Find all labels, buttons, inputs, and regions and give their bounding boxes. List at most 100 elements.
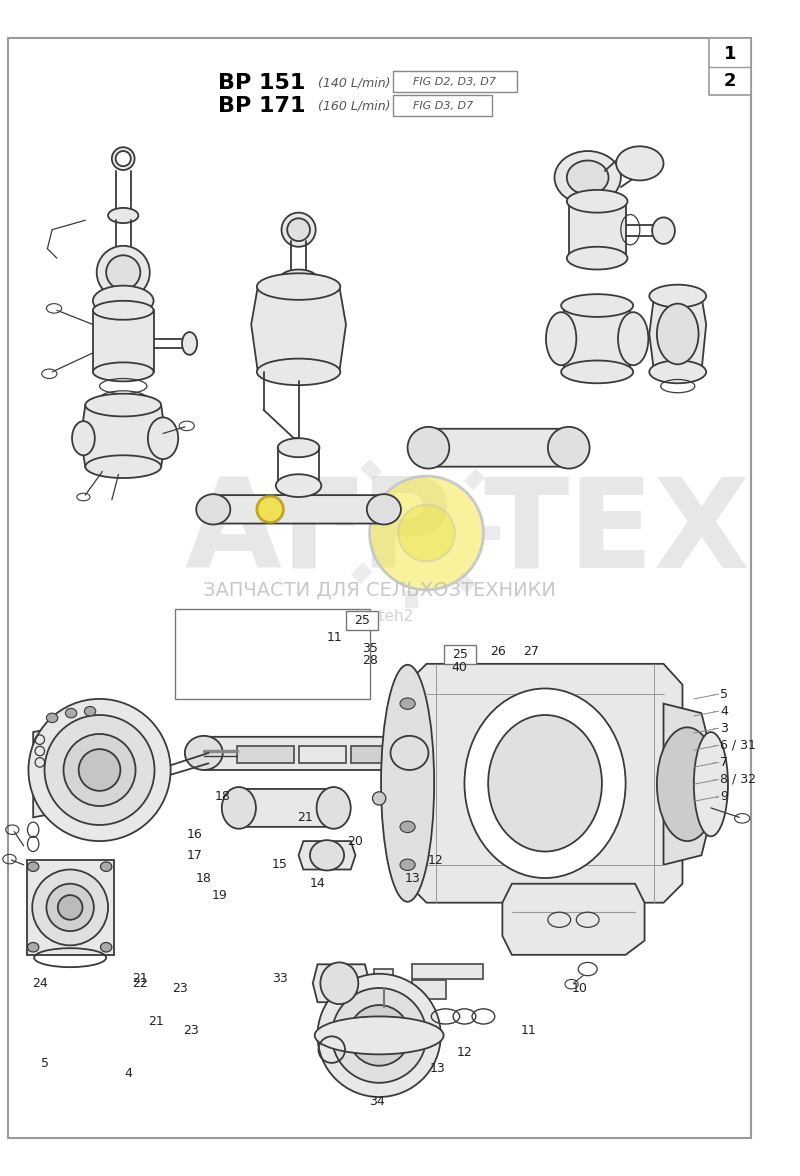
Text: 16: 16 <box>186 828 202 841</box>
Bar <box>337 513 354 527</box>
Text: 15: 15 <box>272 858 287 871</box>
Ellipse shape <box>148 417 178 459</box>
Text: 12: 12 <box>457 1045 472 1058</box>
Ellipse shape <box>84 707 96 716</box>
Ellipse shape <box>46 713 58 722</box>
Text: 25: 25 <box>452 648 468 661</box>
Text: 18: 18 <box>196 873 212 886</box>
Bar <box>394 95 492 116</box>
Ellipse shape <box>657 727 718 841</box>
Ellipse shape <box>400 860 415 870</box>
Bar <box>175 609 370 699</box>
Polygon shape <box>251 287 346 372</box>
Text: 10: 10 <box>572 982 588 995</box>
Ellipse shape <box>108 208 138 223</box>
Text: 4: 4 <box>720 704 728 717</box>
Ellipse shape <box>465 688 626 878</box>
Text: 21: 21 <box>298 811 313 824</box>
Ellipse shape <box>185 736 222 770</box>
Text: 11: 11 <box>521 1024 537 1037</box>
Ellipse shape <box>93 286 154 316</box>
Text: ЗАПЧАСТИ ДЛЯ СЕЛЬХОЗТЕХНИКИ: ЗАПЧАСТИ ДЛЯ СЕЛЬХОЗТЕХНИКИ <box>202 581 555 600</box>
Text: 2: 2 <box>724 72 736 89</box>
Text: 34: 34 <box>370 1095 385 1108</box>
Ellipse shape <box>257 359 340 386</box>
Text: FIG D3, D7: FIG D3, D7 <box>413 100 473 111</box>
Polygon shape <box>407 663 682 903</box>
Ellipse shape <box>86 455 161 479</box>
Ellipse shape <box>657 303 698 365</box>
Text: 12: 12 <box>428 854 444 867</box>
Ellipse shape <box>45 715 154 826</box>
Text: 28: 28 <box>362 654 378 667</box>
Text: 33: 33 <box>272 973 287 985</box>
Ellipse shape <box>196 494 230 524</box>
Text: 23: 23 <box>172 982 188 995</box>
Ellipse shape <box>616 146 663 180</box>
Text: 3: 3 <box>720 722 728 735</box>
Polygon shape <box>350 747 398 763</box>
Ellipse shape <box>561 361 633 383</box>
Bar <box>394 72 517 92</box>
Ellipse shape <box>282 213 316 247</box>
Ellipse shape <box>650 285 706 307</box>
Polygon shape <box>81 722 131 808</box>
Text: BP 171: BP 171 <box>218 96 306 116</box>
Text: 22: 22 <box>133 977 148 990</box>
Text: 14: 14 <box>310 877 326 890</box>
Ellipse shape <box>78 749 120 790</box>
Polygon shape <box>227 789 342 827</box>
Ellipse shape <box>222 787 256 829</box>
Ellipse shape <box>101 942 112 953</box>
Ellipse shape <box>381 664 434 902</box>
Text: 11: 11 <box>326 630 342 643</box>
Polygon shape <box>204 495 389 523</box>
Bar <box>454 572 476 594</box>
Ellipse shape <box>257 273 340 300</box>
Text: 5: 5 <box>720 688 728 701</box>
Bar <box>482 527 499 540</box>
Text: 21: 21 <box>133 973 148 985</box>
Text: 6 / 31: 6 / 31 <box>720 739 756 751</box>
Text: (140 L/min): (140 L/min) <box>318 76 390 89</box>
Bar <box>360 460 382 481</box>
Ellipse shape <box>32 869 108 946</box>
Ellipse shape <box>27 942 39 953</box>
Polygon shape <box>502 883 645 955</box>
Ellipse shape <box>58 895 82 920</box>
Text: 4: 4 <box>124 1067 132 1080</box>
Ellipse shape <box>278 439 319 457</box>
Ellipse shape <box>488 715 602 851</box>
Text: 21: 21 <box>149 1015 164 1028</box>
Ellipse shape <box>287 219 310 241</box>
Text: FIG D2, D3, D7: FIG D2, D3, D7 <box>414 76 497 87</box>
Ellipse shape <box>93 362 154 381</box>
Text: 23: 23 <box>183 1024 199 1037</box>
Ellipse shape <box>370 476 483 590</box>
Ellipse shape <box>400 697 415 709</box>
Text: 26: 26 <box>490 644 506 659</box>
Ellipse shape <box>320 962 358 1004</box>
Ellipse shape <box>29 699 170 841</box>
Polygon shape <box>313 964 370 1002</box>
Polygon shape <box>374 969 394 988</box>
Ellipse shape <box>398 505 455 561</box>
Text: 19: 19 <box>212 889 228 902</box>
Ellipse shape <box>318 974 441 1097</box>
Ellipse shape <box>548 427 590 468</box>
Polygon shape <box>81 405 166 467</box>
Text: (160 L/min): (160 L/min) <box>318 100 390 113</box>
Ellipse shape <box>27 862 39 871</box>
Text: 5: 5 <box>42 1057 50 1070</box>
Ellipse shape <box>66 708 77 717</box>
Text: ТЕХ: ТЕХ <box>483 473 750 594</box>
Polygon shape <box>93 310 154 372</box>
Ellipse shape <box>652 218 675 243</box>
Ellipse shape <box>567 160 609 195</box>
Ellipse shape <box>390 736 429 770</box>
Ellipse shape <box>373 791 386 806</box>
Ellipse shape <box>567 247 627 269</box>
Polygon shape <box>422 429 574 467</box>
Ellipse shape <box>280 269 318 288</box>
Ellipse shape <box>112 147 134 171</box>
